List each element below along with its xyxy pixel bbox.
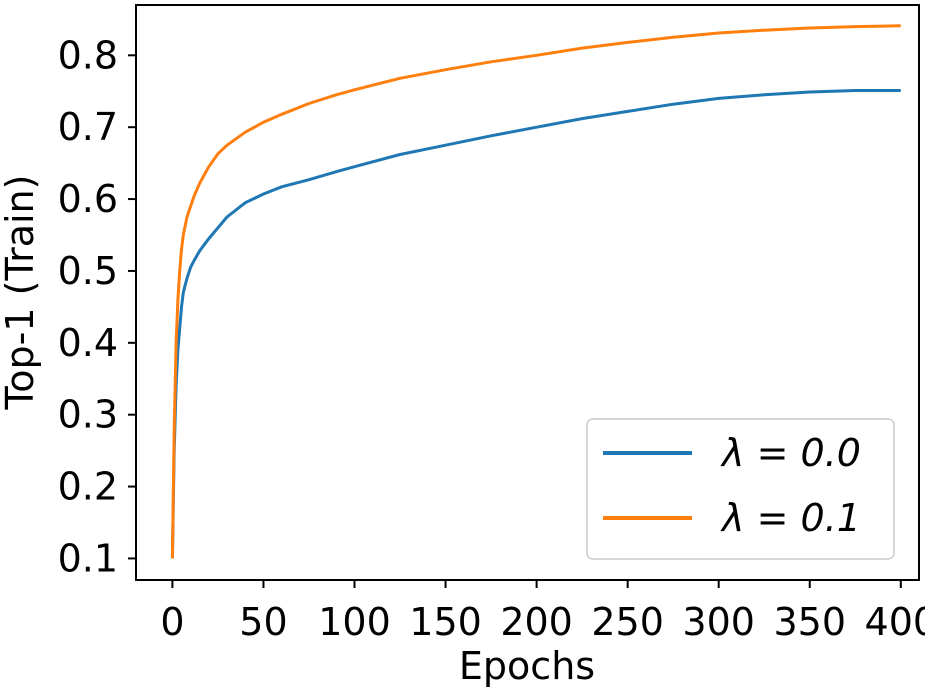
series-layer bbox=[170, 24, 901, 559]
y-axis-ticks: 0.1 0.2 0.3 0.4 0.5 0.6 0.7 0.8 bbox=[58, 33, 136, 580]
x-tick-label: 150 bbox=[409, 600, 482, 644]
series-line-1 bbox=[170, 24, 901, 559]
x-tick-label: 50 bbox=[239, 600, 287, 644]
y-tick-label: 0.2 bbox=[58, 465, 118, 509]
y-tick-label: 0.8 bbox=[58, 33, 118, 77]
y-tick-label: 0.6 bbox=[58, 177, 118, 221]
axes-frame bbox=[135, 4, 920, 581]
y-tick-label: 0.1 bbox=[58, 536, 118, 580]
x-tick-label: 350 bbox=[773, 600, 846, 644]
plot-area bbox=[135, 4, 920, 581]
x-tick-label: 100 bbox=[318, 600, 391, 644]
legend-label-0: λ = 0.0 bbox=[720, 431, 861, 475]
x-axis-title: Epochs bbox=[459, 644, 595, 688]
x-tick-label: 250 bbox=[591, 600, 664, 644]
legend: λ = 0.0 λ = 0.1 bbox=[586, 418, 895, 560]
x-tick-label: 300 bbox=[682, 600, 755, 644]
x-tick-label: 400 bbox=[865, 600, 925, 644]
y-tick-label: 0.5 bbox=[58, 249, 118, 293]
y-axis-title: Top-1 (Train) bbox=[0, 175, 42, 411]
x-tick-label: 200 bbox=[500, 600, 573, 644]
y-tick-label: 0.3 bbox=[58, 393, 118, 437]
series-line-0 bbox=[170, 89, 901, 559]
legend-label-1: λ = 0.1 bbox=[720, 496, 861, 540]
x-tick-label: 0 bbox=[160, 600, 184, 644]
y-tick-label: 0.4 bbox=[58, 321, 118, 365]
y-tick-label: 0.7 bbox=[58, 105, 118, 149]
x-axis-ticks: 0 50 100 150 200 250 300 350 400 bbox=[160, 580, 925, 644]
